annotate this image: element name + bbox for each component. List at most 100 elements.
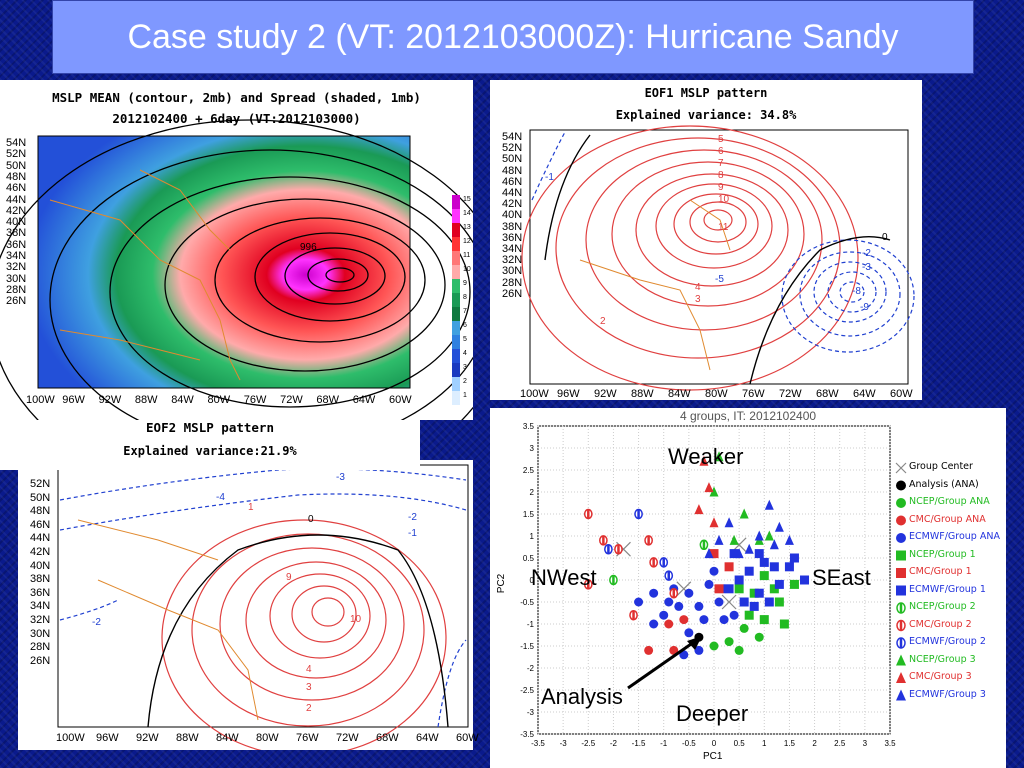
legend-marker: [896, 568, 906, 578]
scatter-point: [704, 482, 714, 493]
scatter-point: [729, 549, 739, 559]
slide-title: Case study 2 (VT: 2012103000Z): Hurrican…: [127, 17, 899, 56]
scatter-point: [684, 628, 694, 638]
eof2-contour-label: 3: [306, 682, 312, 693]
legend-label: Group Center: [909, 461, 973, 472]
y-tick-label: 0.5: [523, 554, 535, 563]
scatter-point: [729, 534, 739, 545]
lat-label: 42N: [6, 204, 27, 217]
scatter-point: [644, 645, 654, 655]
legend-marker: [896, 498, 906, 508]
colorbar-label: 12: [463, 238, 471, 245]
lat-label: 32N: [6, 261, 27, 274]
lon-label: 64W: [416, 732, 439, 744]
scatter-point: [709, 486, 719, 497]
lon-label: 84W: [171, 394, 194, 406]
scatter-point: [699, 455, 709, 466]
colorbar-label: 7: [463, 308, 467, 315]
lat-label: 38N: [502, 220, 523, 233]
x-tick-label: -1.5: [632, 739, 646, 748]
scatter-point: [744, 566, 754, 576]
scatter-point: [739, 623, 749, 633]
scatter-point: [764, 530, 774, 541]
colorbar-label: 14: [463, 210, 471, 217]
lon-label: 88W: [134, 394, 158, 406]
eof1-positive-contours: [521, 125, 859, 391]
eof1-contour-label: -1: [545, 172, 554, 183]
scatter-point: [709, 566, 719, 576]
lat-label: 50N: [30, 491, 51, 504]
y-tick-label: -1: [527, 620, 535, 629]
legend-label: CMC/Group ANA: [909, 513, 986, 525]
legend-marker: [896, 585, 906, 596]
legend-label: CMC/Group 2: [909, 618, 972, 630]
x-tick-label: 3.5: [884, 739, 896, 748]
scatter-point: [664, 619, 674, 629]
lat-label: 48N: [502, 164, 523, 177]
scatter-point: [789, 579, 799, 589]
eof1-contour-label: 0: [882, 232, 888, 243]
lat-label: 42N: [30, 546, 51, 558]
lat-label: 34N: [30, 600, 51, 613]
eof2-contour-label: -3: [336, 472, 345, 483]
eof1-contour-label: 10: [718, 194, 730, 205]
lat-label: 54N: [6, 137, 27, 149]
lon-label: 64W: [853, 388, 876, 400]
legend-label: ECMWF/Group 1: [909, 583, 986, 595]
scatter-point: [724, 637, 734, 647]
panel-mslp-mean: MSLP MEAN (contour, 2mb) and Spread (sha…: [0, 80, 473, 420]
lat-label: 28N: [6, 283, 27, 296]
scatter-point: [784, 534, 794, 545]
eof1-contour-label: 3: [695, 294, 701, 305]
x-tick-label: -3.5: [531, 739, 545, 748]
y-tick-label: -2.5: [520, 686, 534, 695]
scatter-ylabel: PC2: [496, 573, 508, 594]
lon-label: 80W: [256, 732, 279, 744]
mean-coastline: [49, 169, 241, 381]
lon-label: 76W: [742, 388, 765, 400]
scatter-point: [634, 508, 643, 520]
scatter-points: [583, 451, 810, 660]
eof1-contour-label: -8: [852, 286, 861, 297]
eof1-contour-label: 6: [718, 146, 724, 157]
y-tick-label: 2: [530, 488, 535, 497]
colorbar-label: 15: [463, 196, 471, 203]
mean-caption-line2: 2012102400 + 6day (VT:2012103000): [112, 111, 361, 126]
scatter-title: 4 groups, IT: 2012102400: [679, 409, 817, 423]
mean-contours: [0, 119, 473, 420]
scatter-point: [709, 517, 719, 528]
lat-label: 50N: [6, 159, 27, 172]
scatter-point: [734, 575, 744, 585]
scatter-point: [774, 579, 784, 589]
mean-colorbar: [452, 195, 460, 405]
eof2-contour-label: 0: [308, 514, 314, 525]
scatter-point: [754, 588, 764, 598]
colorbar-label: 9: [463, 280, 467, 287]
scatter-point: [734, 548, 744, 559]
eof2-coastline: [77, 519, 259, 721]
scatter-point: [749, 588, 759, 598]
legend-marker: [896, 515, 906, 526]
lat-label: 44N: [502, 187, 523, 199]
lat-label: 26N: [30, 654, 51, 667]
scatter-point: [739, 597, 749, 607]
lat-label: 42N: [502, 198, 523, 211]
scatter-point: [729, 610, 739, 620]
scatter-point: [714, 451, 724, 462]
legend-marker: [896, 637, 906, 649]
lon-label: 96W: [557, 388, 580, 400]
lat-label: 54N: [502, 131, 523, 143]
scatter-point: [784, 562, 794, 572]
lat-label: 44N: [6, 193, 27, 206]
colorbar-label: 13: [463, 224, 471, 231]
scatter-point: [724, 584, 734, 594]
lat-label: 26N: [502, 287, 523, 300]
eof1-contour-label: 7: [718, 158, 724, 169]
eof1-contour-label: 4: [695, 282, 701, 293]
colorbar-label: 11: [463, 252, 471, 259]
scatter-point: [644, 535, 653, 546]
panel-eof2-caption: EOF2 MSLP pattern Explained variance:21.…: [0, 420, 420, 470]
x-tick-label: -2.5: [581, 739, 595, 748]
analysis-arrow: [627, 640, 695, 690]
